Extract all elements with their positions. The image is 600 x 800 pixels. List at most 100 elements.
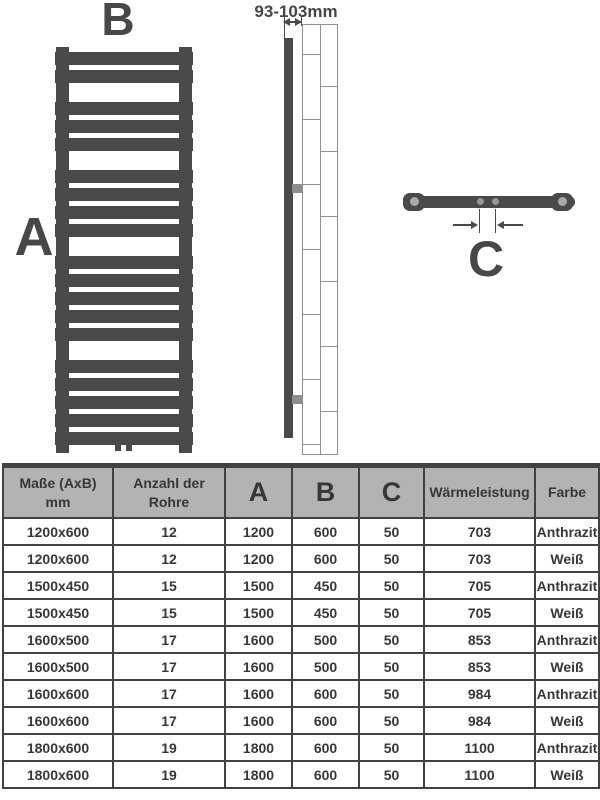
dimension-label-c: C [467, 231, 505, 287]
table-cell: 12 [112, 544, 226, 573]
radiator-rung [55, 414, 193, 427]
table-cell: 1600x500 [2, 625, 114, 654]
spec-table: Maße (AxB) mm Anzahl der Rohre A B C Wärmeleist… [2, 463, 600, 789]
radiator-rung [55, 224, 193, 237]
dimension-arrow-line [286, 21, 301, 23]
table-cell: Weiß [534, 544, 600, 573]
radiator-top-profile [405, 196, 575, 208]
brick-joint-line [320, 25, 321, 454]
radiator-rung [55, 292, 193, 305]
column-header-text: C [381, 477, 402, 507]
brick-joint-line [321, 281, 338, 282]
table-cell: 1500 [224, 598, 293, 627]
column-header: Farbe [534, 463, 600, 519]
pipe-connection-dot [492, 198, 499, 205]
radiator-rung [55, 256, 193, 269]
radiator-rung [55, 274, 193, 287]
table-cell: Weiß [534, 706, 600, 735]
table-cell: 450 [291, 571, 360, 600]
table-cell: 450 [291, 598, 360, 627]
table-cell: 600 [291, 760, 360, 789]
table-cell: Anthrazit [534, 625, 600, 654]
table-cell: 500 [291, 652, 360, 681]
mounting-hole-right [558, 197, 567, 206]
table-row: 1800x600 19 1800 600 50 1100 Weiß [2, 760, 600, 789]
table-cell: 50 [358, 571, 425, 600]
extension-line [495, 209, 496, 233]
column-header: B [291, 463, 360, 519]
table-cell: 19 [112, 733, 226, 762]
table-cell: 600 [291, 733, 360, 762]
table-row: 1800x600 19 1800 600 50 1100 Anthrazit [2, 733, 600, 762]
arrow-right-icon [471, 221, 478, 229]
radiator-rung [55, 310, 193, 323]
table-cell: 15 [112, 598, 226, 627]
column-header-text: Rohre [148, 493, 190, 510]
brick-joint-line [303, 184, 320, 185]
table-row: 1600x500 17 1600 500 50 853 Weiß [2, 652, 600, 681]
table-cell: 50 [358, 733, 425, 762]
table-row: 1200x600 12 1200 600 50 703 Weiß [2, 544, 600, 573]
column-header: Maße (AxB) mm [2, 463, 114, 519]
brick-joint-line [303, 314, 320, 315]
table-cell: 1500x450 [2, 598, 114, 627]
table-cell: 1500x450 [2, 571, 114, 600]
table-cell: Anthrazit [534, 571, 600, 600]
dimension-arrow-line [453, 224, 473, 226]
table-row: 1600x600 17 1600 600 50 984 Anthrazit [2, 679, 600, 708]
table-cell: 705 [423, 598, 536, 627]
brick-joint-line [321, 86, 338, 87]
wall-bracket-top [292, 184, 302, 193]
table-cell: 1200 [224, 544, 293, 573]
column-header-text: Anzahl der [133, 475, 205, 492]
table-cell: 1600x600 [2, 679, 114, 708]
table-cell: 705 [423, 571, 536, 600]
table-cell: 853 [423, 625, 536, 654]
radiator-rung [55, 206, 193, 219]
column-header: Wärmeleistung [423, 463, 536, 519]
table-cell: 853 [423, 652, 536, 681]
table-cell: 12 [112, 517, 226, 546]
table-cell: 50 [358, 544, 425, 573]
brick-joint-line [303, 379, 320, 380]
table-cell: 1600 [224, 652, 293, 681]
table-cell: 1800 [224, 760, 293, 789]
table-cell: 17 [112, 652, 226, 681]
column-header-text: Maße (AxB) [19, 475, 97, 492]
table-cell: 600 [291, 517, 360, 546]
extension-line [479, 209, 480, 233]
column-header: A [224, 463, 293, 519]
table-cell: 1200x600 [2, 517, 114, 546]
table-cell: Weiß [534, 598, 600, 627]
table-cell: 17 [112, 679, 226, 708]
wall-distance-label: 93-103mm [254, 2, 338, 21]
column-header: Anzahl der Rohre [112, 463, 226, 519]
table-cell: 1800x600 [2, 733, 114, 762]
table-cell: 703 [423, 544, 536, 573]
table-cell: 15 [112, 571, 226, 600]
table-cell: 1100 [423, 733, 536, 762]
brick-joint-line [321, 216, 338, 217]
table-cell: 50 [358, 679, 425, 708]
radiator-rung [55, 188, 193, 201]
wall-brick-section [302, 24, 338, 455]
radiator-rung [55, 432, 193, 445]
table-cell: 50 [358, 625, 425, 654]
table-cell: 1600 [224, 625, 293, 654]
dimension-label-a: A [14, 207, 54, 267]
table-cell: 50 [358, 760, 425, 789]
table-cell: 600 [291, 679, 360, 708]
table-cell: 1800 [224, 733, 293, 762]
brick-joint-line [321, 346, 338, 347]
table-row: 1600x600 17 1600 600 50 984 Weiß [2, 706, 600, 735]
brick-joint-line [303, 249, 320, 250]
table-cell: 1200x600 [2, 544, 114, 573]
brick-joint-line [321, 151, 338, 152]
table-cell: 19 [112, 760, 226, 789]
pipe-connection-dot [477, 198, 484, 205]
table-cell: Anthrazit [534, 517, 600, 546]
radiator-rung [55, 102, 193, 115]
table-cell: 17 [112, 625, 226, 654]
radiator-rung [55, 52, 193, 65]
